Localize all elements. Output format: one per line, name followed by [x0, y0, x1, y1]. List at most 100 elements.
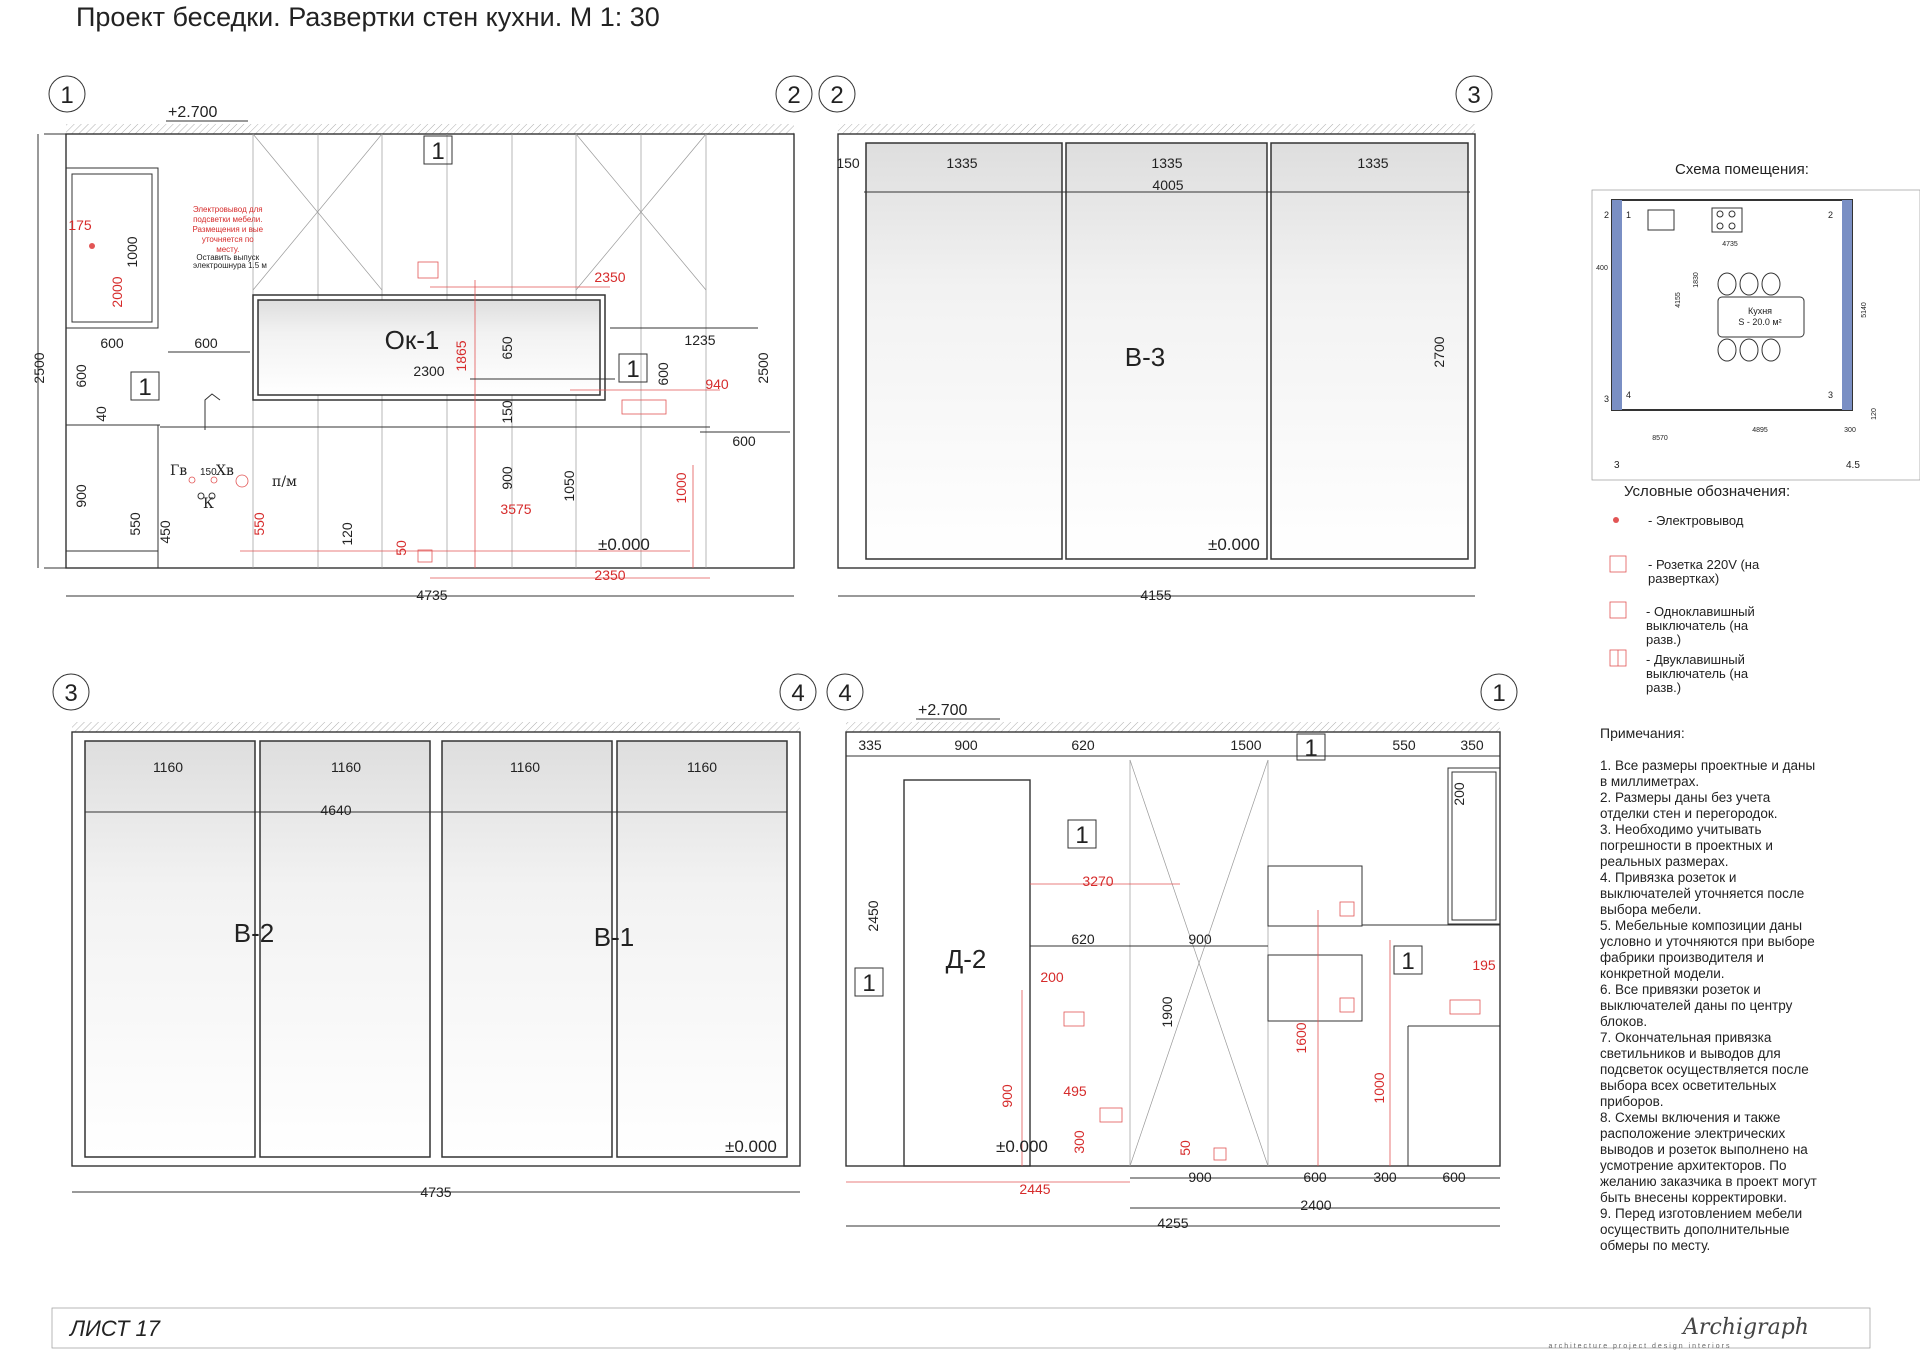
dimensions-red: 3270 200 195 1600 900 495 1000 300 50 24… — [999, 873, 1496, 1197]
notes-title: Примечания: — [1600, 725, 1685, 741]
svg-text:- Одноклавишный: - Одноклавишный — [1646, 604, 1755, 619]
svg-text:4155: 4155 — [1140, 587, 1171, 603]
sewer-label: К — [203, 496, 214, 512]
svg-text:4155: 4155 — [1675, 292, 1682, 308]
sheet-title: Проект беседки. Развертки стен кухни. М … — [76, 2, 660, 32]
axis-label: 4 — [838, 680, 851, 707]
elevation-tag: 1 — [862, 970, 875, 997]
svg-text:- Розетка 220V (на: - Розетка 220V (на — [1648, 557, 1760, 572]
svg-text:4895: 4895 — [1752, 427, 1768, 434]
socket-icon — [621, 399, 667, 415]
svg-text:S - 20.0 м²: S - 20.0 м² — [1738, 317, 1781, 327]
svg-text:400: 400 — [1596, 265, 1608, 272]
svg-text:1160: 1160 — [510, 759, 540, 775]
level-mark-top: +2.700 — [918, 702, 967, 719]
svg-text:900: 900 — [73, 484, 89, 508]
svg-text:1900: 1900 — [1159, 996, 1175, 1027]
hot-water-label: Гв — [170, 463, 187, 479]
svg-text:выключатель (на: выключатель (на — [1646, 618, 1749, 633]
svg-text:1600: 1600 — [1293, 1022, 1309, 1053]
svg-text:4735: 4735 — [420, 1184, 451, 1200]
socket-icon — [1609, 555, 1627, 573]
level-mark-zero: ±0.000 — [996, 1137, 1048, 1156]
socket-icon — [1449, 999, 1481, 1015]
svg-text:3: 3 — [1828, 390, 1833, 400]
svg-text:300: 300 — [1373, 1169, 1397, 1185]
socket-icon — [1339, 901, 1355, 917]
svg-text:1000: 1000 — [1371, 1072, 1387, 1103]
svg-text:50: 50 — [393, 540, 409, 556]
svg-text:2500: 2500 — [31, 352, 47, 383]
svg-text:2400: 2400 — [1300, 1197, 1331, 1213]
socket-icon — [417, 261, 439, 279]
svg-text:600: 600 — [1303, 1169, 1327, 1185]
svg-text:1160: 1160 — [153, 759, 183, 775]
svg-text:8570: 8570 — [1652, 435, 1668, 442]
outlet-dot-icon — [89, 243, 95, 249]
svg-text:40: 40 — [93, 406, 109, 422]
svg-text:1865: 1865 — [453, 340, 469, 371]
elevation-2: 2 3 В-3 150 1335 1335 1335 4005 2700 415… — [818, 75, 1493, 603]
svg-text:335: 335 — [858, 737, 882, 753]
svg-text:1160: 1160 — [687, 759, 717, 775]
elevation-tag: 1 — [1304, 735, 1317, 762]
svg-text:495: 495 — [1063, 1083, 1087, 1099]
elevation-1: 1 2 +2.700 Ок-1 1 1 1 — [31, 75, 813, 603]
elevation-tag: 1 — [138, 374, 151, 401]
svg-text:2350: 2350 — [594, 567, 625, 583]
svg-text:развертках): развертках) — [1648, 571, 1719, 586]
socket-icon — [235, 474, 249, 488]
svg-text:600: 600 — [655, 362, 671, 386]
svg-text:2000: 2000 — [109, 276, 125, 307]
svg-text:разв.): разв.) — [1646, 680, 1681, 695]
svg-text:900: 900 — [1188, 931, 1212, 947]
level-mark-zero: ±0.000 — [725, 1137, 777, 1156]
svg-text:2300: 2300 — [413, 363, 444, 379]
svg-text:3270: 3270 — [1082, 873, 1113, 889]
svg-text:50: 50 — [1177, 1140, 1193, 1156]
svg-text:350: 350 — [1460, 737, 1484, 753]
svg-text:1000: 1000 — [673, 472, 689, 503]
svg-text:4640: 4640 — [320, 802, 351, 818]
axis-label: 2 — [830, 82, 843, 109]
svg-text:600: 600 — [194, 335, 218, 351]
svg-text:900: 900 — [499, 466, 515, 490]
svg-text:450: 450 — [157, 520, 173, 544]
axis-label: 1 — [60, 82, 73, 109]
glazing-label: В-1 — [594, 922, 634, 952]
notes-body: 1. Все размеры проектные и даны в миллим… — [1600, 757, 1821, 1253]
svg-text:2445: 2445 — [1019, 1181, 1050, 1197]
brand-logo: Archigraph — [1681, 1315, 1809, 1340]
svg-text:2350: 2350 — [594, 269, 625, 285]
dimensions: 1160 1160 1160 1160 4640 4735 — [153, 759, 717, 1200]
faucet-icon — [204, 393, 221, 430]
dimensions: 1000 2500 600 600 600 40 2300 650 150 12… — [31, 236, 771, 603]
svg-text:1050: 1050 — [561, 470, 577, 501]
svg-text:1160: 1160 — [331, 759, 361, 775]
svg-text:620: 620 — [1071, 737, 1095, 753]
cold-water-label: Хв — [216, 463, 234, 479]
svg-text:200: 200 — [1451, 782, 1467, 806]
svg-text:4735: 4735 — [416, 587, 447, 603]
glazing-label: В-3 — [1125, 342, 1165, 372]
svg-text:Кухня: Кухня — [1748, 306, 1772, 316]
svg-text:2500: 2500 — [755, 352, 771, 383]
socket-icon — [1213, 1147, 1227, 1161]
elevation-tag: 1 — [1075, 822, 1088, 849]
svg-text:5140: 5140 — [1861, 302, 1868, 318]
window-label: Ок-1 — [385, 325, 440, 355]
brand-tagline: architecture project design interiors — [1549, 1343, 1732, 1350]
svg-text:600: 600 — [100, 335, 124, 351]
elevation-tag: 1 — [1401, 948, 1414, 975]
svg-text:1: 1 — [1626, 210, 1631, 220]
axis-label: 2 — [787, 82, 800, 109]
svg-text:900: 900 — [954, 737, 978, 753]
svg-text:120: 120 — [1871, 408, 1878, 420]
dimensions: 335 900 620 1500 550 350 200 2450 620 90… — [858, 737, 1484, 1231]
socket-icon — [1339, 997, 1355, 1013]
svg-text:2: 2 — [1604, 210, 1609, 220]
svg-text:- Электровывод: - Электровывод — [1648, 513, 1744, 528]
svg-text:4: 4 — [1626, 390, 1631, 400]
svg-text:300: 300 — [1844, 427, 1856, 434]
elevation-tag: 1 — [431, 138, 444, 165]
